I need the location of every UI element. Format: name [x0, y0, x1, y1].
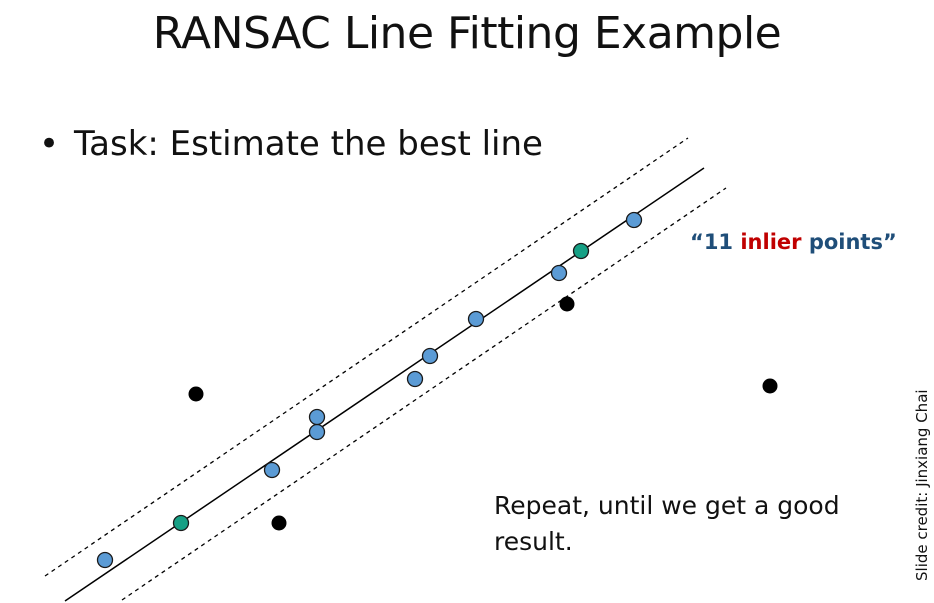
callout-open-quote: “: [690, 230, 704, 254]
inlier-point: [421, 347, 439, 365]
slide-title: RANSAC Line Fitting Example: [152, 8, 782, 59]
inlier-point: [406, 370, 424, 388]
repeat-note: Repeat, until we get a good result.: [494, 491, 840, 556]
inlier-point: [263, 461, 281, 479]
bullet-item: • Task: Estimate the best line: [38, 124, 543, 164]
inlier-point: [625, 211, 643, 229]
outlier-point: [271, 515, 287, 531]
inlier-count-callout: “11 inlier points”: [690, 230, 897, 254]
outlier-point: [559, 296, 575, 312]
sample-point: [572, 242, 590, 260]
outlier-point: [188, 386, 204, 402]
inlier-point: [550, 264, 568, 282]
bullet-text: Task: Estimate the best line: [74, 124, 543, 164]
inlier-point: [96, 551, 114, 569]
inlier-point: [308, 423, 326, 441]
lower-threshold-line: [121, 187, 727, 601]
fitted-line: [64, 167, 705, 602]
callout-rest: points”: [808, 230, 897, 254]
inlier-point: [308, 408, 326, 426]
sample-point: [172, 514, 190, 532]
callout-count: 11: [703, 230, 734, 254]
slide-credit: Slide credit: Jinxiang Chai: [913, 389, 931, 581]
inlier-point: [467, 310, 485, 328]
callout-highlight: inlier: [740, 230, 802, 254]
upper-threshold-line: [44, 137, 689, 577]
outlier-point: [762, 378, 778, 394]
bullet-dot-icon: •: [38, 124, 60, 164]
